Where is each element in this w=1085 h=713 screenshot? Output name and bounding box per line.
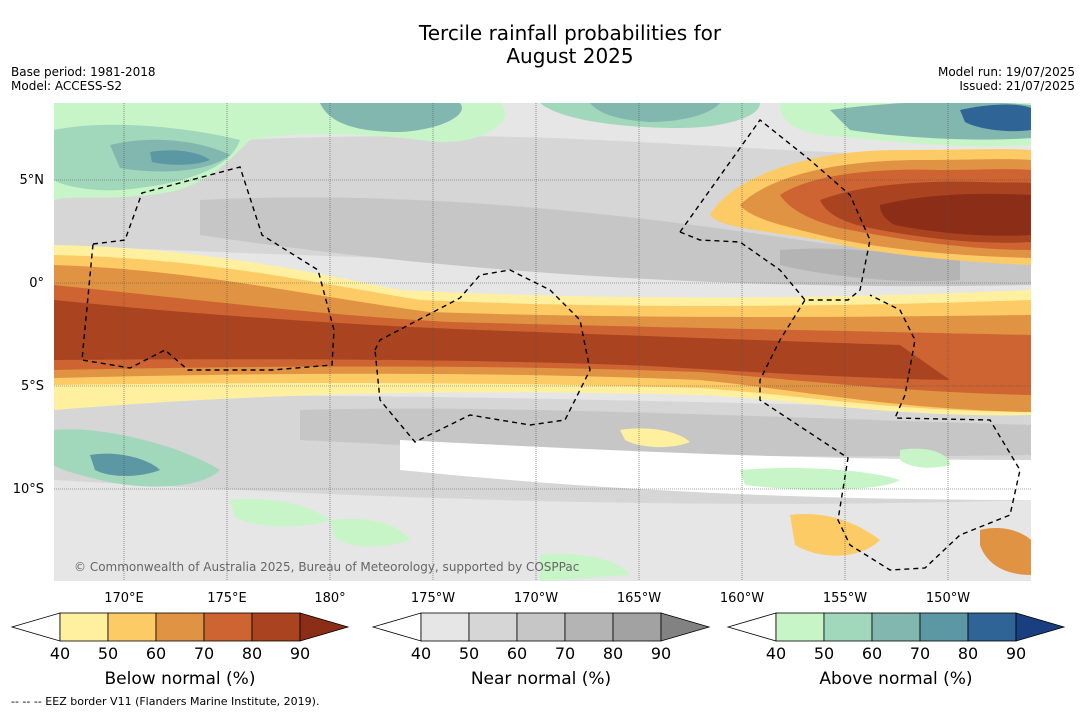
below-normal-colorbar-tick: 50 xyxy=(98,644,118,663)
lon-label-170e: 170°E xyxy=(104,591,144,606)
above-normal-colorbar-tick: 40 xyxy=(766,644,786,663)
above-normal-colorbar-segment xyxy=(967,612,1017,642)
above-normal-patch-se xyxy=(740,468,900,490)
above-normal-patch-s-3 xyxy=(540,553,630,581)
above-normal-patch-n-3 xyxy=(590,103,720,122)
lat-label-5n: 5°N xyxy=(20,173,45,188)
lat-label-5s: 5°S xyxy=(21,379,44,394)
title-line-1: Tercile rainfall probabilities for xyxy=(418,21,722,45)
above-normal-colorbar-tick: 70 xyxy=(910,644,930,663)
lon-label-165w: 165°W xyxy=(617,591,661,606)
below-normal-colorbar-high-extension xyxy=(299,612,350,642)
eez-borders xyxy=(81,118,1021,571)
copyright-text: © Commonwealth of Australia 2025, Bureau… xyxy=(74,560,579,574)
near-normal-colorbar-tick: 70 xyxy=(555,644,575,663)
above-normal-patch-s xyxy=(230,498,330,527)
graticule xyxy=(54,103,1031,581)
title-line-2: August 2025 xyxy=(506,44,634,68)
above-normal-colorbar: 40 50 60 70 80 90 Above normal (%) xyxy=(726,612,1066,689)
above-normal-patch-n xyxy=(320,103,462,132)
above-normal-colorbar-high-extension xyxy=(1015,612,1066,642)
near-normal-colorbar-tick: 60 xyxy=(507,644,527,663)
near-normal-colorbar-tick: 50 xyxy=(459,644,479,663)
below-normal-band-80 xyxy=(54,300,950,380)
below-normal-colorbar-segment xyxy=(107,612,157,642)
lon-label-150w: 150°W xyxy=(926,591,970,606)
probability-field: © Commonwealth of Australia 2025, Bureau… xyxy=(54,103,1031,581)
above-normal-colorbar-tick: 50 xyxy=(814,644,834,663)
above-normal-patch-ne-3 xyxy=(960,104,1031,132)
base-period: Base period: 1981-2018 xyxy=(11,65,156,79)
lon-label-180: 180° xyxy=(314,591,345,606)
below-normal-colorbar-title: Below normal (%) xyxy=(105,669,256,689)
above-normal-colorbar-segment xyxy=(775,612,825,642)
near-normal-colorbar-tick: 90 xyxy=(651,644,671,663)
model-name: Model: ACCESS-S2 xyxy=(11,79,123,93)
above-normal-colorbar-segment xyxy=(871,612,921,642)
lon-label-175e: 175°E xyxy=(207,591,247,606)
map-title: Tercile rainfall probabilities for Augus… xyxy=(0,22,1085,68)
near-normal-colorbar-segment xyxy=(468,612,518,642)
above-normal-patch-s-2 xyxy=(330,518,410,547)
lon-label-175w: 175°W xyxy=(411,591,455,606)
meta-left: Base period: 1981-2018 Model: ACCESS-S2 xyxy=(11,65,156,93)
below-normal-colorbar-segment xyxy=(59,612,109,642)
above-normal-colorbar-low-extension xyxy=(726,612,777,642)
above-normal-colorbar-segment xyxy=(823,612,873,642)
below-normal-colorbar-tick: 70 xyxy=(194,644,214,663)
below-normal-colorbar-segment xyxy=(251,612,301,642)
eez-border-west xyxy=(81,166,335,371)
above-normal-colorbar-segment xyxy=(919,612,969,642)
below-normal-s-patch xyxy=(620,428,690,448)
lat-label-0: 0° xyxy=(29,276,44,291)
below-normal-colorbar-tick: 80 xyxy=(242,644,262,663)
above-normal-patch-se-2 xyxy=(900,448,950,468)
above-normal-patch-sw-2 xyxy=(90,453,160,476)
near-normal-colorbar: 40 50 60 70 80 90 Near normal (%) xyxy=(371,612,711,689)
near-normal-colorbar-segment xyxy=(612,612,662,642)
near-normal-colorbar-title: Near normal (%) xyxy=(471,669,611,689)
near-normal-colorbar-segment xyxy=(516,612,566,642)
below-normal-colorbar: 40 50 60 70 80 90 Below normal (%) xyxy=(10,612,350,689)
lon-label-170w: 170°W xyxy=(514,591,558,606)
above-normal-colorbar-tick: 60 xyxy=(862,644,882,663)
near-normal-colorbar-segment xyxy=(420,612,470,642)
model-run: Model run: 19/07/2025 xyxy=(937,65,1075,79)
above-normal-colorbar-tick: 80 xyxy=(958,644,978,663)
below-normal-colorbar-tick: 60 xyxy=(146,644,166,663)
below-normal-colorbar-segment xyxy=(203,612,253,642)
eez-footnote: -- -- -- EEZ border V11 (Flanders Marine… xyxy=(11,695,320,708)
below-normal-se-patch xyxy=(790,514,880,556)
near-normal-colorbar-low-extension xyxy=(371,612,422,642)
near-normal-colorbar-tick: 80 xyxy=(603,644,623,663)
above-normal-patch-sw xyxy=(54,429,220,487)
lon-label-155w: 155°W xyxy=(823,591,867,606)
below-normal-ne-90 xyxy=(880,193,1031,236)
lat-label-10s: 10°S xyxy=(13,482,44,497)
below-normal-colorbar-segment xyxy=(155,612,205,642)
meta-right: Model run: 19/07/2025 Issued: 21/07/2025 xyxy=(938,65,1075,93)
above-normal-colorbar-tick: 90 xyxy=(1006,644,1026,663)
lon-label-160w: 160°W xyxy=(720,591,764,606)
near-normal-colorbar-segment xyxy=(564,612,614,642)
below-normal-colorbar-low-extension xyxy=(10,612,61,642)
below-normal-se-patch-2 xyxy=(980,528,1031,575)
below-normal-colorbar-tick: 90 xyxy=(290,644,310,663)
near-normal-colorbar-tick: 40 xyxy=(411,644,431,663)
colorbars: 40 50 60 70 80 90 Below normal (%) 40 50 60 70 80 90… xyxy=(10,612,1066,689)
below-normal-colorbar-tick: 40 xyxy=(50,644,70,663)
issued-date: Issued: 21/07/2025 xyxy=(959,79,1075,93)
above-normal-patch-nw-4 xyxy=(150,150,210,165)
near-normal-colorbar-high-extension xyxy=(660,612,711,642)
near-normal-core xyxy=(780,248,960,282)
above-normal-colorbar-title: Above normal (%) xyxy=(819,669,972,689)
eez-border-east xyxy=(679,118,1021,571)
